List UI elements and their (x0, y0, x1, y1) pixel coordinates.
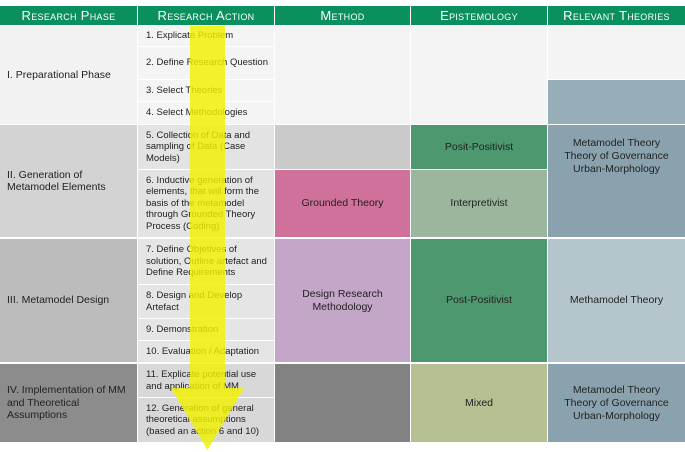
action-8: 8. Design and Develop Artefact (138, 285, 274, 318)
theory-urban-morphology: Urban-Morphology (573, 163, 660, 175)
theories-phase1-empty (548, 26, 685, 79)
theory-metamodel-2: Metamodel Theory (572, 383, 661, 396)
epistemology-mixed: Mixed (411, 364, 547, 442)
header-relevant-theories: Relevant Theories (548, 6, 685, 25)
epistemology-interpretivist: Interpretivist (411, 170, 547, 237)
action-11: 11. Explicate potential use and applicat… (138, 364, 274, 397)
header-research-action: Research Action (138, 6, 274, 25)
theory-governance: Theory of Governance (564, 150, 669, 162)
theory-metamodel: Metamodel Theory (572, 137, 661, 149)
theory-governance-2: Theory of Governance (564, 396, 669, 409)
action-9: 9. Demonstration (138, 319, 274, 340)
theories-phase4: Metamodel Theory Theory of Governance Ur… (548, 364, 685, 442)
header-epistemology: Epistemology (411, 6, 547, 25)
theories-phase3: Methamodel Theory (548, 239, 685, 362)
action-5: 5. Collection of Data and sampling of Da… (138, 125, 274, 169)
phase-3: III. Metamodel Design (0, 239, 137, 362)
epistemology-posit-positivist: Posit-Positivist (411, 125, 547, 169)
action-7: 7. Define Objetives of solution, Outline… (138, 239, 274, 284)
action-3: 3. Select Theories (138, 80, 274, 101)
action-10: 10. Evaluation / Adaptation (138, 341, 274, 362)
header-method: Method (275, 6, 410, 25)
action-6: 6. Inductive generation of elements, tha… (138, 170, 274, 237)
action-12: 12. Generation of general theoretical as… (138, 398, 274, 442)
method-phase4-empty (275, 364, 410, 442)
action-4: 4. Select Methodologies (138, 102, 274, 124)
theory-urban-morphology-2: Urban-Morphology (573, 409, 660, 422)
method-phase2-empty (275, 125, 410, 169)
method-design-research: Design Research Methodology (275, 239, 410, 362)
header-research-phase: Research Phase (0, 6, 137, 25)
phase-1: I. Preparational Phase (0, 26, 137, 124)
theories-phase2: Metamodel Theory Theory of Governance Ur… (548, 125, 685, 237)
phase-2: II. Generation of Metamodel Elements (0, 125, 137, 237)
epistemology-post-positivist: Post-Positivist (411, 239, 547, 362)
phase-4: IV. Implementation of MM and Theoretical… (0, 364, 137, 442)
epistemology-phase1-empty (411, 26, 547, 124)
action-2: 2. Define Research Question (138, 47, 274, 79)
theories-phase1-shade (548, 80, 685, 124)
method-grounded-theory: Grounded Theory (275, 170, 410, 237)
method-phase1-empty (275, 26, 410, 124)
action-1: 1. Explicate Problem (138, 26, 274, 46)
